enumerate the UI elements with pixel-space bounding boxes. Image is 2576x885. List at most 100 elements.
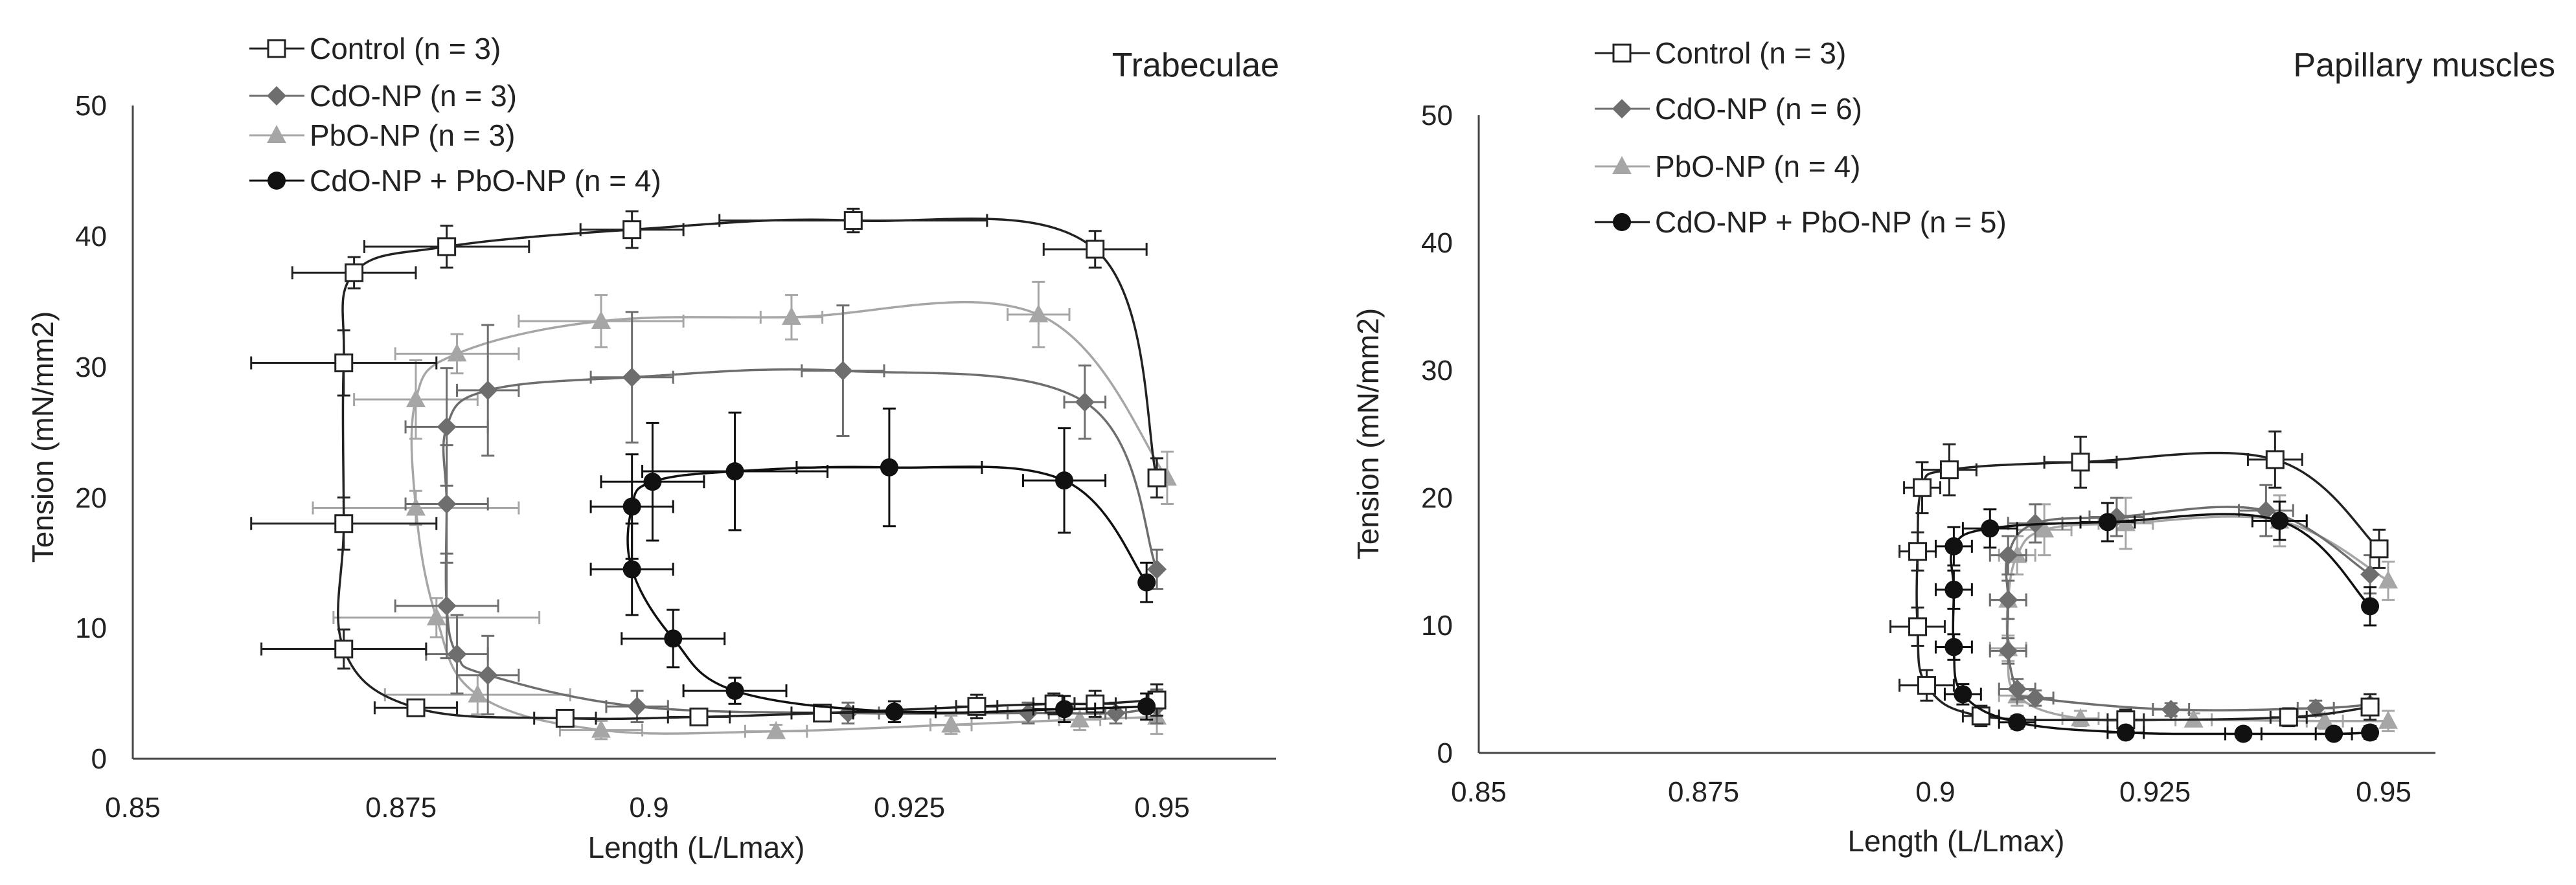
legend-label: Control (n = 3)	[1655, 36, 1846, 70]
data-point-square	[2071, 453, 2090, 472]
plot-area	[1889, 431, 2398, 743]
data-point-diamond	[2007, 679, 2027, 699]
data-point-diamond	[1075, 392, 1095, 412]
data-point-triangle	[2183, 709, 2204, 728]
data-point-circle	[2325, 724, 2343, 743]
legend-label: PbO-NP (n = 4)	[1655, 150, 1860, 183]
data-point-square	[406, 698, 426, 717]
data-point-diamond	[2161, 700, 2181, 720]
chart-panel-papillary-muscles: 0 10 20 30 40 50 0.85 0.875 0.9 0.925 0.…	[1351, 36, 2555, 858]
legend-marker-circle	[268, 172, 286, 190]
chart-panel-trabeculae: 0 10 20 30 40 50 0.85 0.875 0.9 0.925 0.…	[26, 32, 1279, 864]
data-point-circle	[643, 473, 662, 491]
data-point-square	[334, 639, 354, 658]
legend-marker-triangle	[1612, 156, 1632, 174]
data-point-diamond	[833, 361, 853, 381]
series-line	[337, 218, 1158, 721]
data-point-circle	[1944, 580, 1963, 599]
x-tick-label: 0.95	[1134, 792, 1190, 823]
data-point-diamond	[478, 380, 498, 400]
data-point-circle	[1137, 697, 1156, 716]
data-point-square	[1917, 676, 1937, 695]
data-point-diamond	[2306, 699, 2326, 719]
legend-label: CdO-NP (n = 6)	[1655, 92, 1862, 126]
y-axis-title: Tension (mN/mm2)	[1351, 308, 1385, 560]
data-point-diamond	[437, 417, 457, 437]
data-point-circle	[725, 682, 744, 700]
data-point-diamond	[437, 494, 457, 514]
data-point-square	[334, 353, 354, 373]
data-point-diamond	[2360, 565, 2380, 585]
series-line	[1915, 451, 2380, 722]
data-point-circle	[885, 702, 904, 721]
legend-entry: PbO-NP (n = 4)	[1595, 150, 1860, 183]
data-point-circle	[2361, 597, 2380, 616]
legend-label: CdO-NP + PbO-NP (n = 5)	[1655, 205, 2007, 239]
data-point-triangle	[1029, 304, 1049, 322]
y-tick-label: 30	[75, 352, 107, 383]
y-tick-label: 20	[1421, 482, 1453, 514]
data-point-triangle	[781, 306, 801, 325]
data-point-square	[2360, 697, 2380, 717]
data-point-square	[1908, 617, 1928, 636]
data-point-diamond	[1147, 559, 1167, 579]
y-axis-title: Tension (mN/mm2)	[26, 311, 60, 563]
legend-entry: CdO-NP + PbO-NP (n = 5)	[1595, 205, 2007, 239]
y-tick-labels: 0 10 20 30 40 50	[75, 90, 107, 775]
data-point-triangle	[405, 497, 426, 516]
data-point-triangle	[405, 389, 426, 408]
data-point-triangle	[766, 721, 786, 739]
legend-marker-circle	[1613, 213, 1631, 231]
data-point-square	[1939, 460, 1959, 480]
data-point-square	[1086, 240, 1105, 259]
data-point-circle	[2234, 724, 2253, 743]
y-tick-label: 40	[75, 221, 107, 252]
data-point-square	[1147, 468, 1167, 487]
series-line	[1950, 513, 2371, 735]
data-point-triangle	[591, 310, 611, 329]
x-tick-label: 0.85	[105, 792, 161, 823]
series-line	[626, 465, 1148, 714]
legend-label: Control (n = 3)	[310, 32, 501, 65]
data-point-diamond	[447, 644, 467, 664]
y-tick-label: 0	[91, 743, 107, 775]
data-point-diamond	[437, 596, 457, 616]
y-tick-label: 10	[75, 612, 107, 644]
data-point-triangle	[2315, 710, 2335, 729]
data-point-circle	[1981, 519, 2000, 538]
x-tick-labels: 0.85 0.875 0.9 0.925 0.95	[1451, 776, 2411, 808]
legend-entry: Control (n = 3)	[1595, 36, 1846, 70]
data-point-circle	[2098, 513, 2117, 532]
legend-label: CdO-NP (n = 3)	[310, 79, 517, 113]
data-point-triangle	[1069, 709, 1089, 728]
data-point-square	[437, 237, 457, 256]
data-point-square	[2279, 708, 2298, 727]
data-point-square	[345, 263, 364, 282]
data-point-diamond	[1018, 703, 1038, 723]
legend-label: CdO-NP + PbO-NP (n = 4)	[310, 164, 661, 197]
series-line	[410, 300, 1168, 735]
data-point-circle	[2116, 723, 2135, 742]
y-tick-label: 50	[75, 90, 107, 122]
legend-marker-triangle	[267, 125, 286, 143]
x-tick-label: 0.9	[629, 792, 668, 823]
legend-entry: PbO-NP (n = 3)	[249, 118, 515, 152]
x-tick-labels: 0.85 0.875 0.9 0.925 0.95	[105, 792, 1190, 823]
data-point-circle	[1944, 537, 1963, 555]
x-tick-label: 0.9	[1915, 776, 1955, 808]
legend-entry: CdO-NP + PbO-NP (n = 4)	[249, 164, 661, 197]
legend-entry: CdO-NP (n = 6)	[1595, 92, 1862, 126]
legend: Control (n = 3) CdO-NP (n = 3) PbO-NP (n…	[249, 32, 661, 197]
data-point-triangle	[2378, 570, 2398, 589]
data-point-square	[843, 211, 863, 230]
x-tick-label: 0.95	[2356, 776, 2411, 808]
x-tick-label: 0.875	[1668, 776, 1739, 808]
y-tick-label: 10	[1421, 610, 1453, 642]
data-point-square	[555, 708, 575, 728]
legend-entry: Control (n = 3)	[249, 32, 501, 65]
data-point-triangle	[591, 719, 611, 738]
data-point-circle	[664, 629, 683, 648]
x-tick-label: 0.875	[365, 792, 437, 823]
data-point-diamond	[1998, 641, 2018, 661]
